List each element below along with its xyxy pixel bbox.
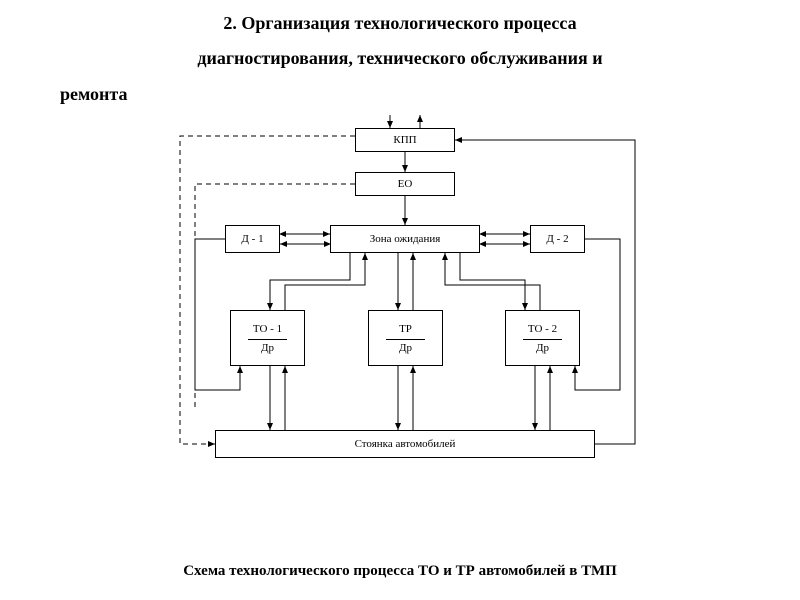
edge-to2-wait [445, 253, 540, 310]
node-label: Д - 1 [241, 233, 263, 245]
diagram-caption: Схема технологического процесса ТО и ТР … [0, 563, 800, 580]
node-sublabel: Др [248, 339, 287, 354]
node-to1: ТО - 1 Др [230, 310, 305, 366]
node-label: Д - 2 [546, 233, 568, 245]
node-label: Зона ожидания [370, 233, 441, 245]
node-kpp: КПП [355, 128, 455, 152]
node-d1: Д - 1 [225, 225, 280, 253]
edge-wait-to1 [270, 253, 350, 310]
page-title-1: 2. Организация технологического процесса [0, 0, 800, 35]
edge-to1-wait [285, 253, 365, 310]
node-tr: ТР Др [368, 310, 443, 366]
node-label: ТО - 2 [528, 323, 557, 335]
node-eo: ЕО [355, 172, 455, 196]
node-label: КПП [393, 134, 416, 146]
node-label: ЕО [398, 178, 413, 190]
edge-d2-loop-r [575, 239, 620, 390]
node-d2: Д - 2 [530, 225, 585, 253]
node-label: ТР [399, 323, 412, 335]
edge-park-kpp-r [455, 140, 635, 444]
page-title-3: ремонта [0, 71, 800, 106]
node-to2: ТО - 2 Др [505, 310, 580, 366]
flowchart-diagram: КПП ЕО Д - 1 Зона ожидания Д - 2 ТО - 1 Др ТР Др… [130, 110, 670, 510]
edge-wait-to2 [460, 253, 525, 310]
edge-eo-left-dash [195, 184, 355, 410]
page-title-2: диагностирования, технического обслужива… [0, 35, 800, 70]
node-park: Стоянка автомобилей [215, 430, 595, 458]
node-sublabel: Др [386, 339, 425, 354]
node-label: ТО - 1 [253, 323, 282, 335]
node-sublabel: Др [523, 339, 562, 354]
node-wait: Зона ожидания [330, 225, 480, 253]
edge-kpp-park-l [180, 136, 355, 444]
node-label: Стоянка автомобилей [355, 438, 456, 450]
